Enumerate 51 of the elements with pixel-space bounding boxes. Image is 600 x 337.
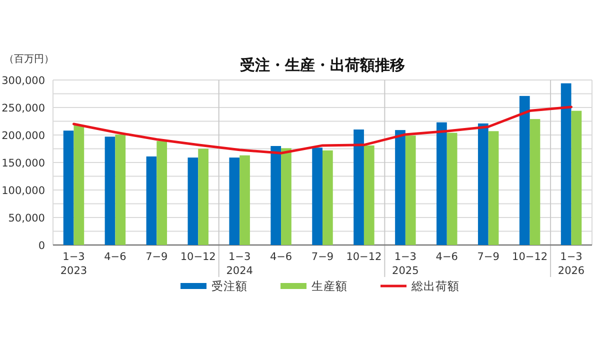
bar	[63, 130, 74, 245]
bar	[405, 136, 416, 245]
bar	[488, 131, 499, 245]
bar	[240, 155, 250, 245]
y-tick-label: 200,000	[2, 130, 45, 142]
bar	[270, 146, 282, 245]
x-tick-label: 7−9	[477, 251, 500, 263]
bar	[571, 110, 582, 245]
x-tick-label: 7−9	[146, 251, 168, 263]
bar	[146, 156, 157, 245]
bar	[354, 130, 364, 245]
bar	[229, 158, 240, 245]
x-tick-label: 7−9	[311, 251, 334, 263]
bar	[74, 125, 84, 245]
legend-label: 生産額	[312, 279, 348, 293]
y-tick-label: 0	[38, 240, 45, 252]
bar	[519, 96, 530, 245]
x-tick-label: 1−3 2025	[392, 251, 419, 277]
x-tick-label: 1−3 2023	[60, 251, 88, 277]
y-tick-label: 250,000	[2, 102, 45, 114]
bar	[156, 141, 168, 245]
x-tick-label: 10−12	[180, 251, 216, 263]
x-tick-label: 4−6	[104, 251, 127, 263]
y-tick-label: 150,000	[2, 158, 45, 170]
x-tick-label: 4−6	[270, 251, 292, 263]
bar	[395, 130, 406, 245]
bar	[322, 150, 333, 245]
bar	[115, 134, 126, 245]
y-tick-label: 300,000	[2, 75, 45, 87]
x-tick-label: 10−12	[512, 251, 548, 263]
y-tick-label: 100,000	[2, 185, 45, 197]
legend-label: 受注額	[212, 279, 248, 293]
x-tick-label: 1−3 2024	[226, 251, 254, 277]
y-axis-title: （百万円）	[4, 54, 54, 65]
legend-label: 総出荷額	[410, 279, 460, 293]
bar	[281, 148, 292, 245]
bar	[312, 148, 322, 245]
bar	[104, 136, 116, 245]
y-tick-label: 50,000	[8, 212, 45, 224]
chart-title: 受注・生産・出荷額推移	[239, 56, 405, 74]
bar	[364, 145, 374, 245]
x-tick-label: 4−6	[436, 251, 458, 263]
bar	[560, 83, 572, 245]
bar	[478, 123, 488, 245]
bar	[188, 158, 198, 245]
x-tick-label: 10−12	[346, 251, 382, 263]
x-tick-label: 1−3 2026	[558, 251, 585, 277]
bar	[198, 148, 208, 245]
bar	[446, 132, 458, 245]
bar	[530, 119, 540, 245]
bar	[436, 122, 447, 245]
